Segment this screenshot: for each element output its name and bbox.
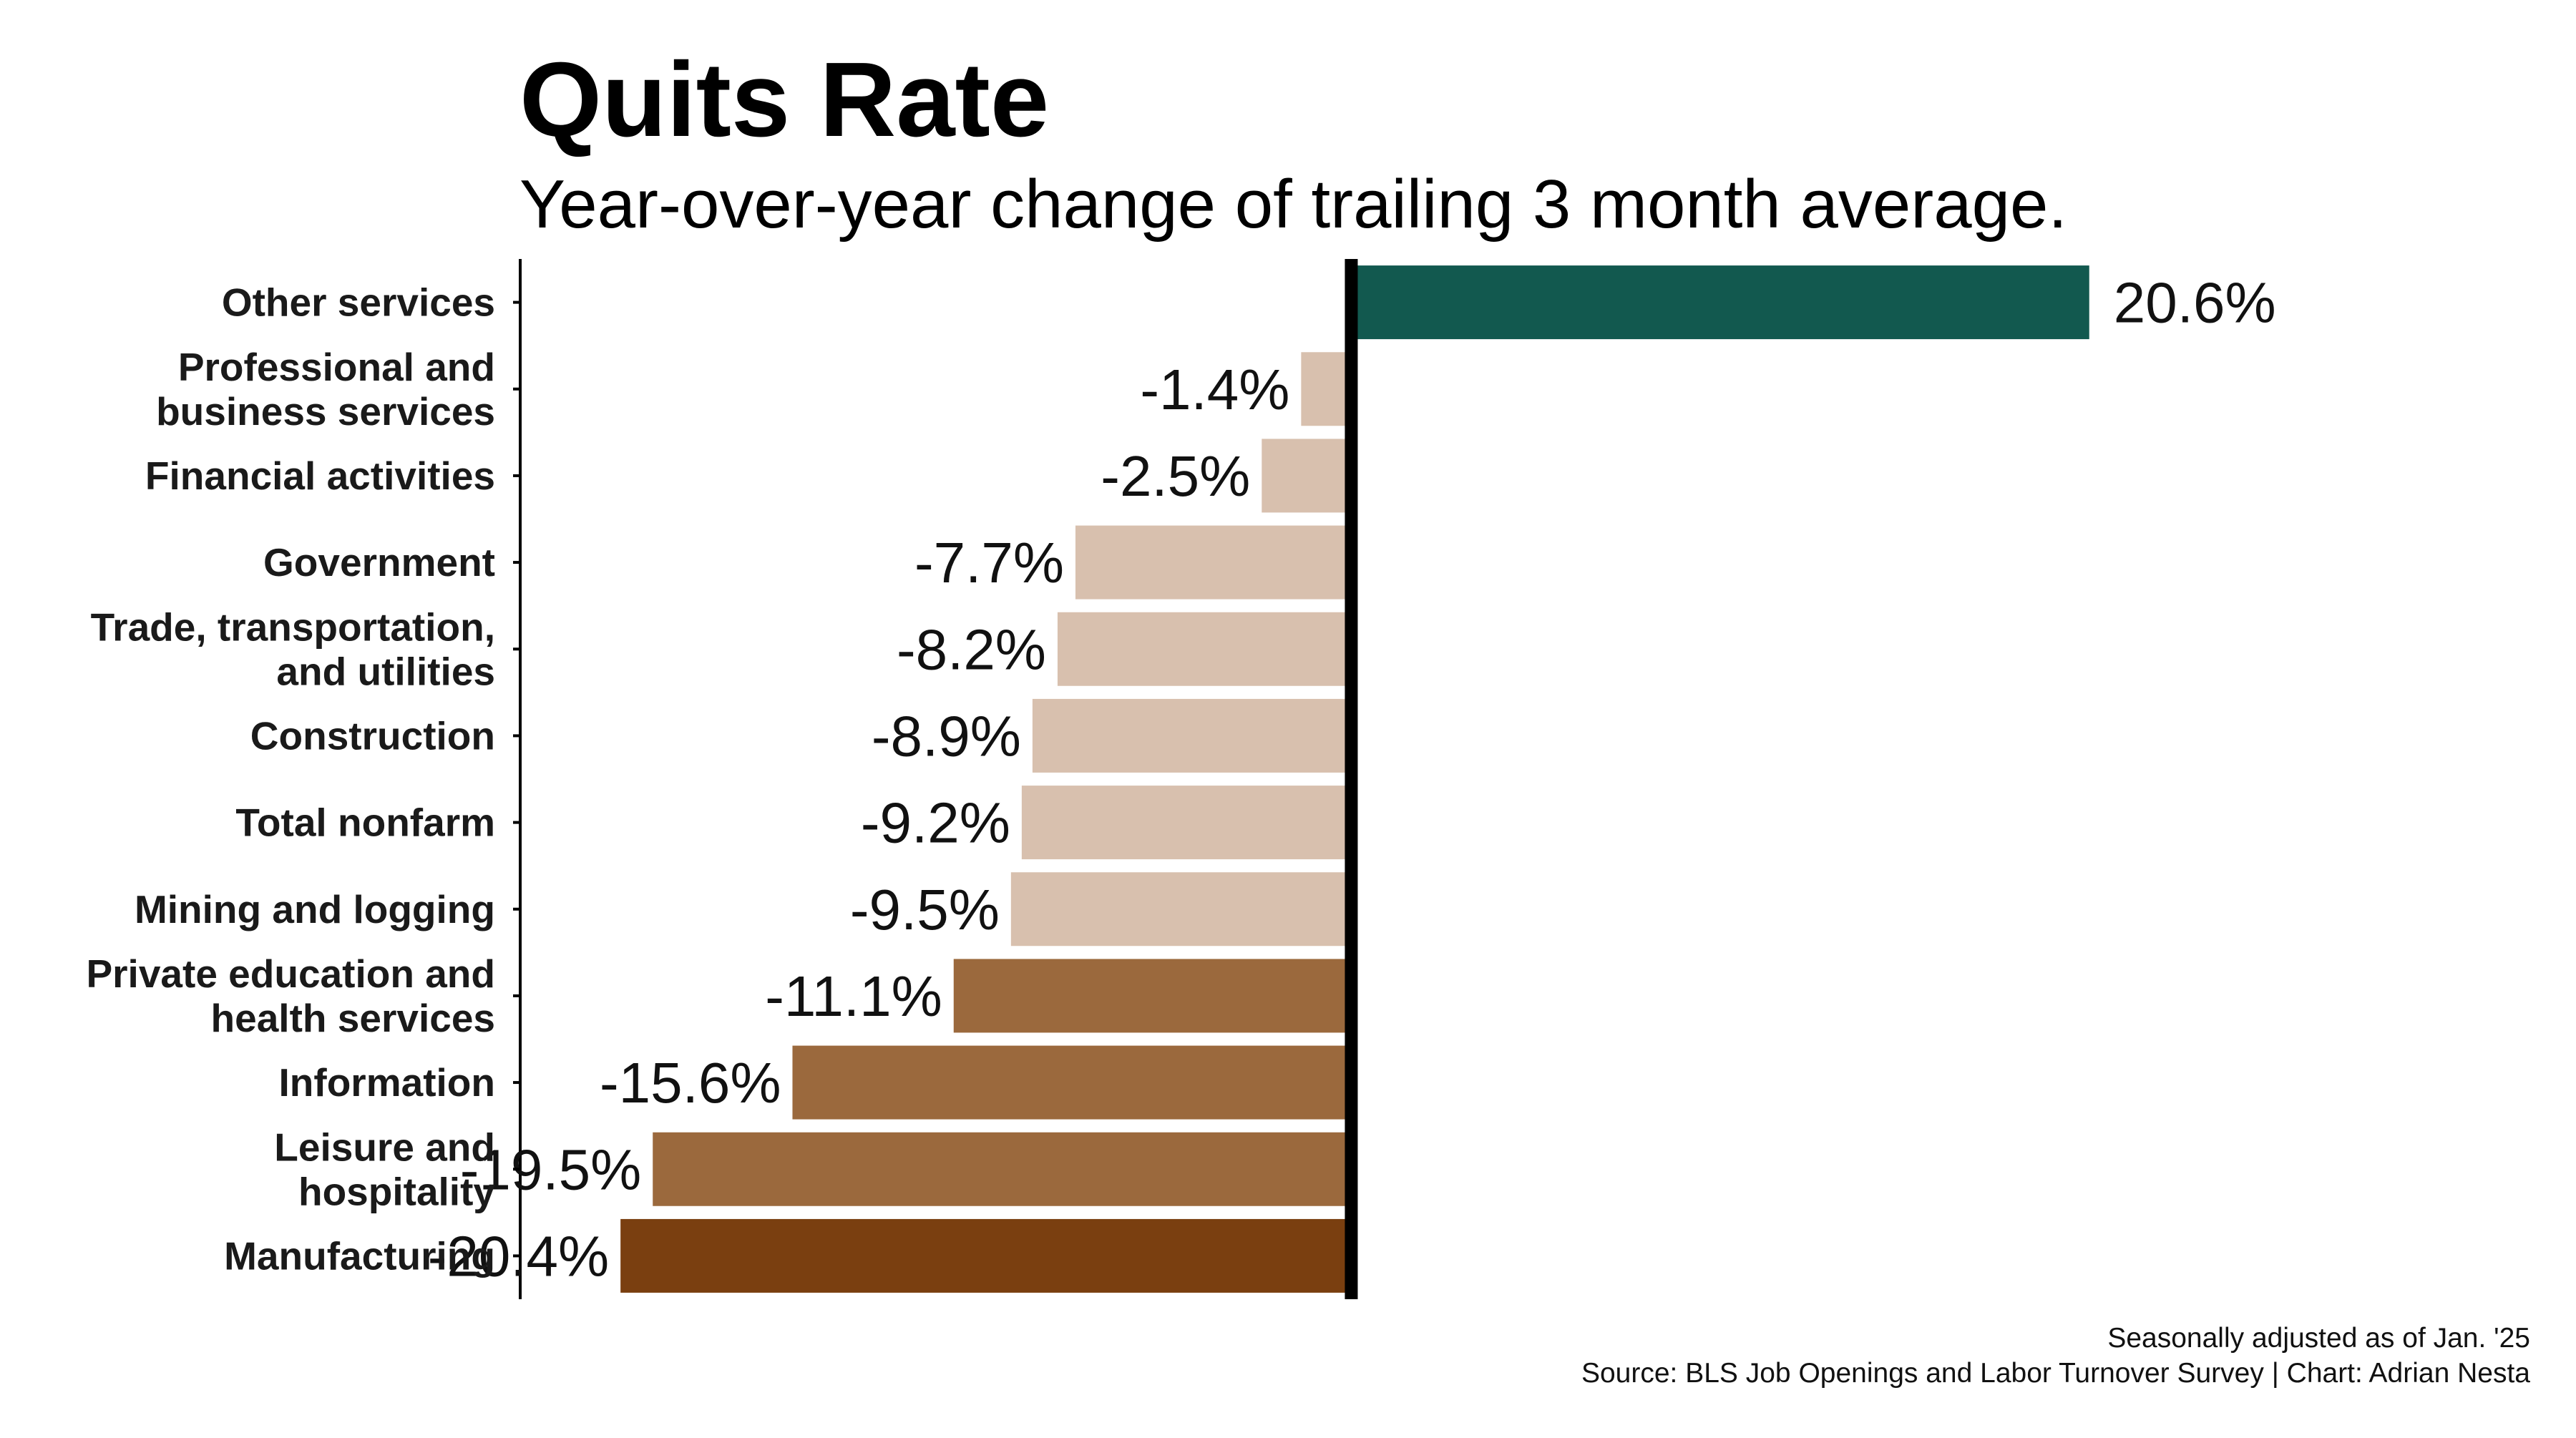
chart-subtitle: Year-over-year change of trailing 3 mont… (519, 166, 2067, 243)
bar-4 (1057, 612, 1352, 686)
value-label-4: -8.2% (897, 617, 1046, 681)
category-label-6: Total nonfarm (235, 801, 495, 845)
value-label-7: -9.5% (850, 878, 1000, 941)
category-label-8-line-1: health services (211, 996, 495, 1040)
category-label-2: Financial activities (145, 454, 495, 498)
bar-8 (953, 959, 1352, 1033)
category-label-3: Government (263, 540, 495, 585)
value-label-1: -1.4% (1140, 358, 1289, 421)
category-label-4-line-1: and utilities (276, 649, 495, 693)
value-label-5: -8.9% (872, 704, 1021, 768)
category-label-10-line-1: hospitality (298, 1169, 495, 1213)
value-label-9: -15.6% (600, 1051, 781, 1115)
category-label-1-line-0: Professional and (178, 345, 495, 389)
bar-10 (653, 1132, 1352, 1206)
value-label-0: 20.6% (2114, 271, 2276, 335)
bar-7 (1010, 872, 1352, 947)
bar-9 (792, 1045, 1352, 1120)
bar-11 (620, 1218, 1352, 1293)
bar-5 (1032, 698, 1352, 773)
caption-source: Source: BLS Job Openings and Labor Turno… (1581, 1358, 2530, 1389)
category-label-0: Other services (222, 280, 495, 325)
category-label-11: Manufacturing (224, 1233, 495, 1278)
value-label-3: -7.7% (914, 531, 1064, 595)
category-label-7: Mining and logging (135, 887, 495, 931)
category-label-10-line-0: Leisure and (274, 1125, 495, 1169)
bar-6 (1021, 786, 1352, 860)
value-label-8: -11.1% (765, 964, 942, 1028)
chart-title: Quits Rate (519, 41, 1049, 159)
bar-3 (1075, 525, 1352, 600)
bar-2 (1262, 439, 1352, 513)
category-label-9: Information (279, 1060, 495, 1105)
value-labels-layer: 20.6% -1.4% -2.5% -7.7% -8.2% -8.9% -9.2% -9.5%… (428, 271, 2276, 1288)
value-label-10: -19.5% (460, 1138, 641, 1201)
bar-0 (1351, 265, 2089, 340)
bar-1 (1301, 352, 1352, 426)
value-label-2: -2.5% (1101, 444, 1250, 508)
category-label-4-line-0: Trade, transportation, (91, 605, 495, 649)
category-label-1-line-1: business services (156, 389, 495, 434)
value-label-6: -9.2% (861, 791, 1010, 855)
category-label-5: Construction (250, 713, 495, 758)
caption-note: Seasonally adjusted as of Jan. '25 (2107, 1323, 2530, 1354)
category-label-8-line-0: Private education and (86, 952, 495, 996)
bars-layer (620, 265, 2089, 1293)
